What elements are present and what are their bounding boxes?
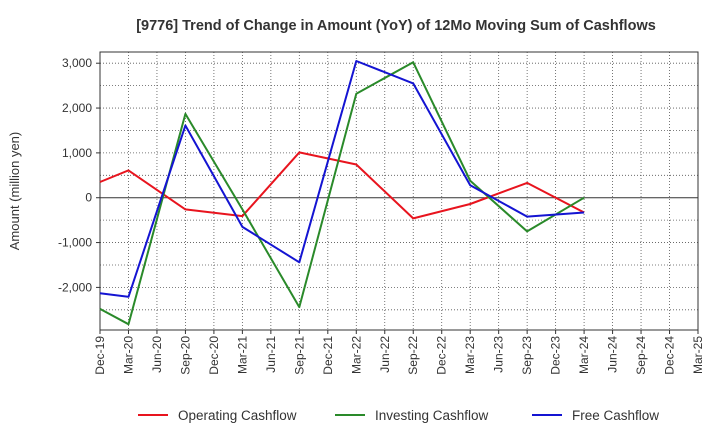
y-tick-label: 3,000 [62, 56, 92, 70]
x-tick-label: Sep-21 [292, 336, 306, 375]
y-tick-label: 1,000 [62, 146, 92, 160]
plot-frame [99, 51, 699, 331]
x-tick-label: Mar-21 [235, 336, 249, 374]
y-tick-label: 2,000 [62, 101, 92, 115]
x-axis: Dec-19 Mar-20 Jun-20 Sep-20 Dec-20 Mar-21 Jun-… [93, 330, 705, 375]
x-tick-label: Sep-22 [406, 336, 420, 375]
legend: Operating Cashflow Investing Cashflow Free… [138, 408, 659, 423]
x-tick-label: Jun-23 [492, 336, 506, 373]
x-tick-label: Jun-21 [264, 336, 278, 373]
y-tick-label: 0 [85, 191, 92, 205]
chart-title: [9776] Trend of Change in Amount (YoY) o… [136, 18, 656, 34]
x-tick-label: Dec-24 [663, 336, 677, 375]
y-axis: 3,000 2,000 1,000 0 -1,000 -2,000 [58, 56, 100, 294]
investing-cashflow-line [99, 61, 585, 326]
x-tick-label: Jun-20 [150, 336, 164, 373]
grid-lines [100, 52, 698, 330]
free-cashflow-legend-label: Free Cashflow [572, 408, 659, 423]
x-tick-label: Dec-22 [435, 336, 449, 375]
x-tick-label: Jun-24 [606, 336, 620, 373]
x-tick-label: Sep-24 [634, 336, 648, 375]
operating-cashflow-legend-label: Operating Cashflow [178, 408, 297, 423]
x-tick-label: Jun-22 [378, 336, 392, 373]
x-tick-label: Sep-23 [520, 336, 534, 375]
x-tick-label: Dec-20 [207, 336, 221, 375]
x-tick-label: Sep-20 [178, 336, 192, 375]
x-tick-label: Dec-19 [93, 336, 107, 375]
y-tick-label: -1,000 [58, 236, 92, 250]
x-tick-label: Dec-21 [321, 336, 335, 375]
x-tick-label: Mar-24 [577, 336, 591, 374]
x-tick-label: Dec-23 [549, 336, 563, 375]
y-tick-label: -2,000 [58, 280, 92, 294]
y-axis-label: Amount (million yen) [7, 132, 22, 251]
x-tick-label: Mar-23 [463, 336, 477, 374]
x-tick-label: Mar-22 [349, 336, 363, 374]
series-lines [99, 60, 585, 326]
free-cashflow-line [99, 60, 585, 298]
x-tick-label: Mar-20 [121, 336, 135, 374]
investing-cashflow-legend-label: Investing Cashflow [375, 408, 489, 423]
x-tick-label: Mar-25 [691, 336, 705, 374]
